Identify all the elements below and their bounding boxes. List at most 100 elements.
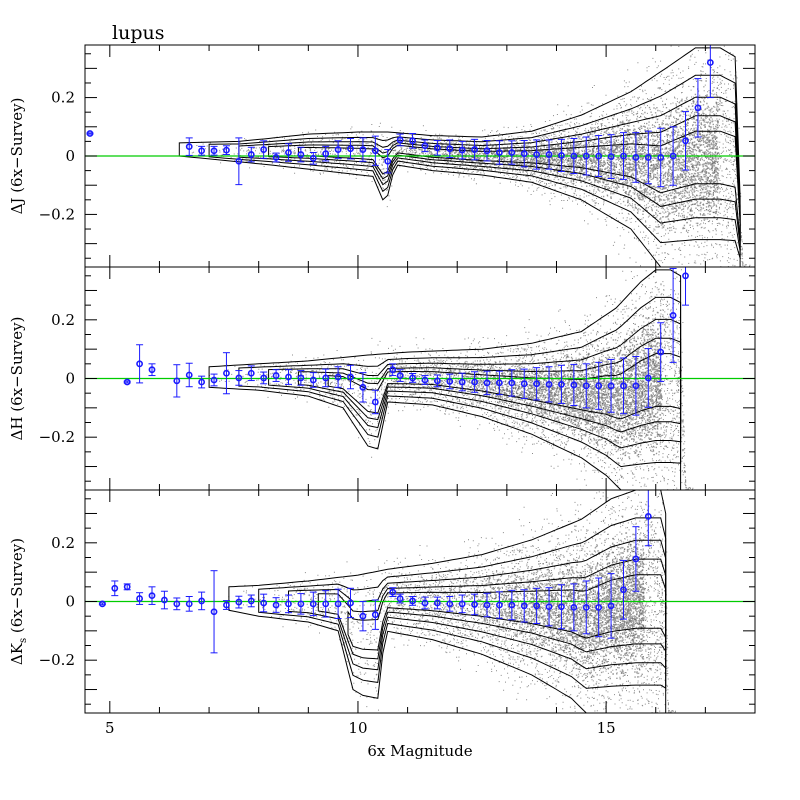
panel-H-binned-point	[595, 361, 603, 410]
panel-H-binned-point	[389, 363, 397, 377]
panel-J-binned-point	[644, 130, 652, 185]
panel-Ks-binned-point	[533, 587, 541, 625]
panel-H-plot-area	[85, 267, 755, 490]
panel-Ks-binned-point	[371, 599, 379, 630]
panel-Ks-binned-point	[471, 593, 479, 616]
panel-H-binned-point	[284, 369, 292, 385]
panel-H-marker	[347, 373, 354, 381]
panel-Ks-density-core	[434, 532, 645, 690]
panel-J-binned-point	[371, 135, 379, 166]
panel-Ks-binned-point	[210, 570, 218, 654]
panel-Ks-binned-point	[272, 597, 280, 613]
panel-Ks-marker	[347, 599, 354, 607]
panel-J-binned-point	[309, 151, 317, 165]
panel-Ks-marker	[260, 599, 268, 607]
panel-H-marker	[185, 371, 193, 379]
panel-Ks-binned-point	[619, 559, 627, 620]
panel-H-binned-point	[644, 348, 652, 408]
panel-H-contour-2	[238, 296, 682, 468]
panel-J-marker	[446, 145, 454, 153]
panel-Ks-marker	[309, 600, 317, 608]
panel-Ks-marker	[285, 600, 292, 608]
panel-J-marker	[272, 154, 280, 161]
panel-Ks-binned-point	[309, 591, 317, 617]
panel-Ks-binned-point	[136, 592, 144, 605]
panel-J-binned-point	[669, 126, 677, 186]
panel-H-marker	[570, 381, 578, 389]
panel-Ks-binned-point	[260, 593, 268, 613]
panel-Ks-marker	[98, 600, 106, 608]
panel-H-marker	[136, 360, 143, 368]
panel-J-binned-point	[210, 145, 218, 156]
panel-J-binned-point	[495, 140, 503, 165]
panel-J-binned-point	[657, 127, 665, 188]
panel-H-marker	[409, 374, 416, 382]
panel-J-marker	[210, 147, 218, 155]
panel-J-marker	[421, 142, 429, 150]
panel-H-binned-point	[409, 373, 417, 383]
panel-J-contour-3	[238, 96, 741, 252]
panel-J-binned-point	[446, 139, 454, 158]
panel-H-binned-point	[619, 357, 627, 415]
panel-J: −0.2 0 0.2 ΔJ (6x−Survey)	[8, 44, 756, 268]
panel-J-marker	[632, 154, 640, 161]
panel-J-binned-point	[334, 140, 342, 159]
panel-J-binned-point	[533, 139, 541, 170]
panel-J-marker	[334, 146, 342, 153]
panel-H-binned-point	[210, 373, 218, 387]
panel-J-binned-point	[260, 140, 268, 159]
panel-Ks-binned-point	[595, 577, 603, 638]
panel-Ks-binned-point	[570, 583, 578, 632]
panel-J-binned-point	[557, 138, 565, 172]
y-tick-label: 0.2	[51, 534, 75, 552]
panel-H-contour-3	[268, 318, 682, 449]
panel-Ks-binned-point	[173, 597, 181, 611]
panel-H-binned-point	[582, 363, 590, 409]
panel-H-marker	[322, 374, 330, 382]
y-tick-label: −0.2	[39, 651, 75, 669]
panel-H-binned-point	[557, 364, 565, 404]
panel-H-binned-point	[272, 369, 280, 382]
panel-H-binned-point	[322, 368, 330, 388]
panel-J-marker	[471, 146, 478, 153]
panel-J-marker	[669, 152, 677, 160]
panel-Ks-marker	[359, 612, 367, 620]
panel-H-binned-point	[247, 365, 255, 382]
panel-J-density-core	[409, 69, 720, 254]
panel-Ks-binned-point	[359, 601, 367, 632]
panel-J-binned-point	[607, 134, 615, 179]
panel-J-marker	[706, 59, 714, 66]
panel-H-binned-point	[260, 371, 268, 385]
panel-Ks-marker	[496, 601, 503, 609]
panel-H-marker	[682, 272, 689, 280]
panel-Ks-binned-point	[607, 573, 615, 639]
panel-Ks-marker	[123, 583, 131, 591]
y-tick-label: 0.2	[51, 311, 75, 329]
panel-H-marker	[533, 380, 541, 388]
x-axis-label: 6x Magnitude	[367, 742, 472, 760]
panel-J-marker	[223, 146, 230, 154]
panel-Ks-marker	[198, 597, 206, 605]
panel-J-marker	[260, 146, 268, 153]
panel-J-marker	[620, 152, 627, 160]
panel-H-binned-point	[396, 369, 404, 382]
panel-H-binned-point	[421, 375, 429, 385]
panel-Ks-marker	[582, 603, 590, 611]
panel-H-marker	[657, 348, 665, 356]
panel-H-binned-point	[235, 370, 243, 386]
panel-H-binned-point	[669, 267, 677, 363]
panel-H-marker	[297, 374, 305, 382]
chart-title: lupus	[112, 22, 164, 44]
panel-H-binned-point	[458, 372, 466, 392]
panel-J-binned-point	[247, 146, 255, 163]
panel-H-marker	[210, 376, 218, 384]
panel-Ks-binned-point	[198, 591, 206, 611]
panel-H-marker	[483, 379, 491, 387]
panel-J-binned-point	[582, 136, 590, 176]
panel-Ks-binned-point	[582, 580, 590, 635]
panel-Ks-binned-point	[111, 580, 119, 597]
panel-Ks-binned-point	[545, 587, 553, 627]
panel-J-binned-point	[619, 132, 627, 180]
panel-Ks-binned-point	[235, 595, 243, 609]
